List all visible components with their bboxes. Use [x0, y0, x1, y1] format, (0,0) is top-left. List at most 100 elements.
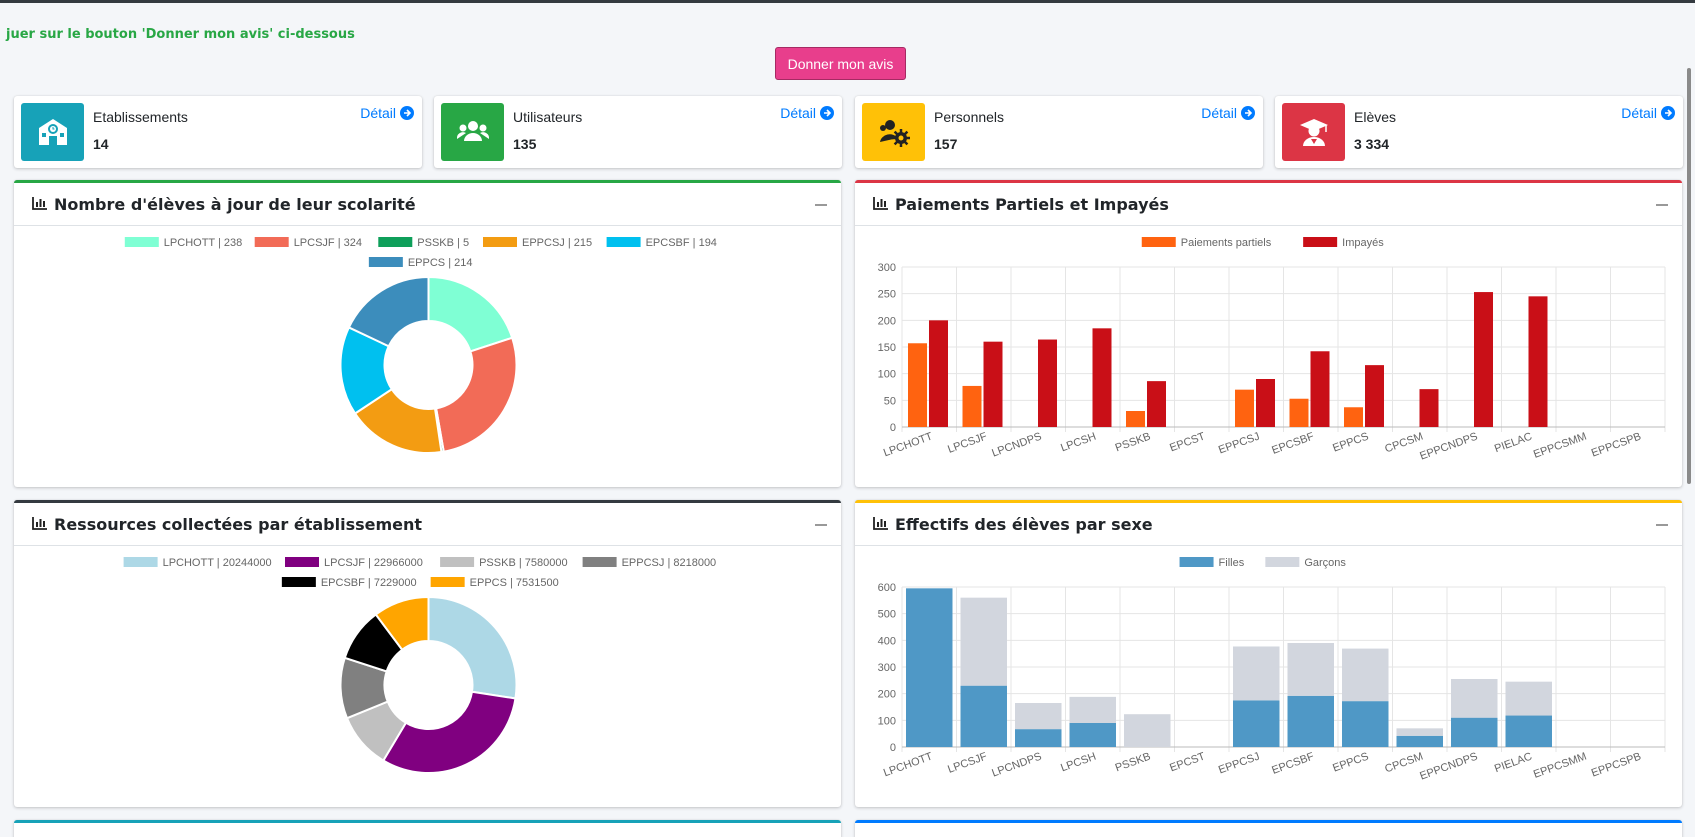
card-header: Nombre d'élèves à jour de leur scolarité: [14, 183, 841, 226]
bar: [1474, 292, 1493, 427]
school-icon: [21, 103, 84, 161]
info-value: 157: [934, 136, 958, 152]
legend-label: EPPCS | 7531500: [470, 577, 559, 589]
bar: [960, 685, 1007, 747]
x-tick-label: PIELAC: [1493, 751, 1534, 776]
bar: [1124, 714, 1171, 747]
card-header: Effectifs des élèves par sexe: [855, 503, 1682, 546]
donut-slice: [427, 595, 518, 700]
card-header: Ressources collectées par établissement: [14, 503, 841, 546]
detail-link[interactable]: Détail: [780, 105, 834, 121]
x-tick-label: LPCSJF: [946, 750, 989, 775]
x-tick-label: EPPCNDPS: [1418, 751, 1479, 783]
bar: [1069, 696, 1116, 723]
legend-label: EPPCSJ | 215: [522, 237, 592, 249]
bar: [1289, 398, 1309, 427]
x-tick-label: EPPCS: [1331, 751, 1370, 775]
scrollbar[interactable]: [1687, 68, 1691, 484]
bar: [960, 597, 1007, 686]
legend-label: Paiements partiels: [1181, 237, 1272, 249]
y-tick-label: 200: [878, 689, 896, 701]
info-value: 3 334: [1354, 136, 1390, 152]
x-tick-label: LPCNDPS: [990, 751, 1043, 780]
bar: [1451, 679, 1498, 718]
donut-slice: [347, 275, 430, 348]
legend-swatch: [582, 557, 617, 567]
bar: [983, 341, 1003, 427]
x-tick-label: EPCSBF: [1270, 750, 1316, 776]
legend-swatch: [606, 237, 641, 247]
bar: [1015, 703, 1062, 730]
card-title: Ressources collectées par établissement: [54, 514, 423, 534]
bar: [1344, 407, 1363, 427]
card-title: Nombre d'élèves à jour de leur scolarité: [54, 194, 416, 214]
bar: [1365, 365, 1384, 427]
bar: [1233, 646, 1280, 701]
bar-chart-icon: [32, 515, 48, 534]
bar: [1256, 379, 1275, 427]
graduate-icon: [1282, 103, 1345, 161]
info-value: 135: [513, 136, 537, 152]
detail-link[interactable]: Détail: [1201, 105, 1255, 121]
info-value: 14: [93, 136, 109, 152]
bar-chart-icon: [873, 515, 889, 534]
users-cog-icon: [862, 103, 925, 161]
x-tick-label: EPPCS: [1331, 431, 1370, 455]
collapse-button[interactable]: [1656, 204, 1668, 206]
card-header: Paiements Partiels et Impayés: [855, 183, 1682, 226]
donut-slice: [381, 690, 517, 774]
y-tick-label: 300: [878, 262, 896, 274]
info-label: Etablissements: [93, 109, 188, 125]
legend-label: LPCSJF | 324: [294, 237, 362, 249]
arrow-right-icon: [1241, 106, 1255, 120]
gender-bar-chart: Filles Garçons 0 100 200 300 400 500 600 LPCHOTT L…: [878, 557, 1666, 783]
y-tick-label: 400: [878, 635, 896, 647]
legend-label: EPPCS | 214: [408, 257, 473, 269]
x-tick-label: EPPCSJ: [1217, 431, 1261, 457]
x-tick-label: LPCSH: [1059, 431, 1098, 455]
card-gender: Effectifs des élèves par sexe Filles Garç…: [855, 500, 1682, 807]
x-tick-label: LPCNDPS: [990, 431, 1043, 460]
info-box-utilisateurs: Utilisateurs 135 Détail: [434, 96, 842, 168]
bar-chart-icon: [32, 195, 48, 214]
y-tick-label: 100: [878, 715, 896, 727]
bar: [1235, 389, 1254, 427]
collapse-button[interactable]: [815, 524, 827, 526]
bar: [1451, 717, 1498, 747]
x-tick-label: LPCSJF: [946, 430, 989, 455]
legend-swatch: [285, 557, 319, 567]
x-tick-label: PSSKB: [1114, 431, 1153, 455]
bar: [1528, 296, 1548, 427]
legend-label: LPCHOTT | 20244000: [163, 557, 272, 569]
info-label: Elèves: [1354, 109, 1397, 125]
bar: [1342, 648, 1389, 702]
feedback-button[interactable]: Donner mon avis: [775, 47, 906, 80]
bar: [1310, 351, 1330, 427]
x-tick-label: EPPCSMM: [1532, 751, 1588, 781]
collapse-button[interactable]: [1656, 524, 1668, 526]
bar: [962, 385, 982, 427]
y-tick-label: 200: [878, 315, 896, 327]
legend-label: PSSKB | 7580000: [479, 557, 567, 569]
legend-label: LPCSJF | 22966000: [324, 557, 423, 569]
x-tick-label: LPCHOTT: [882, 430, 935, 459]
bar: [1126, 411, 1145, 427]
y-tick-label: 300: [878, 662, 896, 674]
students-donut-chart: LPCHOTT | 238 LPCSJF | 324 PSSKB | 5 EPPCSJ…: [124, 237, 717, 454]
legend-swatch: [1141, 237, 1176, 247]
detail-link[interactable]: Détail: [360, 105, 414, 121]
bar: [1505, 715, 1552, 747]
x-tick-label: PSSKB: [1114, 751, 1153, 775]
card-title: Paiements Partiels et Impayés: [895, 194, 1169, 214]
legend-swatch: [440, 557, 475, 567]
legend-swatch: [254, 237, 289, 247]
legend-swatch: [124, 237, 159, 247]
detail-link[interactable]: Détail: [1621, 105, 1675, 121]
collapse-button[interactable]: [815, 204, 827, 206]
legend-swatch: [430, 577, 465, 587]
legend-label: Impayés: [1342, 237, 1384, 249]
card-title: Effectifs des élèves par sexe: [895, 514, 1153, 534]
legend-swatch: [123, 557, 158, 567]
info-label: Personnels: [934, 109, 1005, 125]
x-tick-label: EPPCSJ: [1217, 751, 1261, 777]
